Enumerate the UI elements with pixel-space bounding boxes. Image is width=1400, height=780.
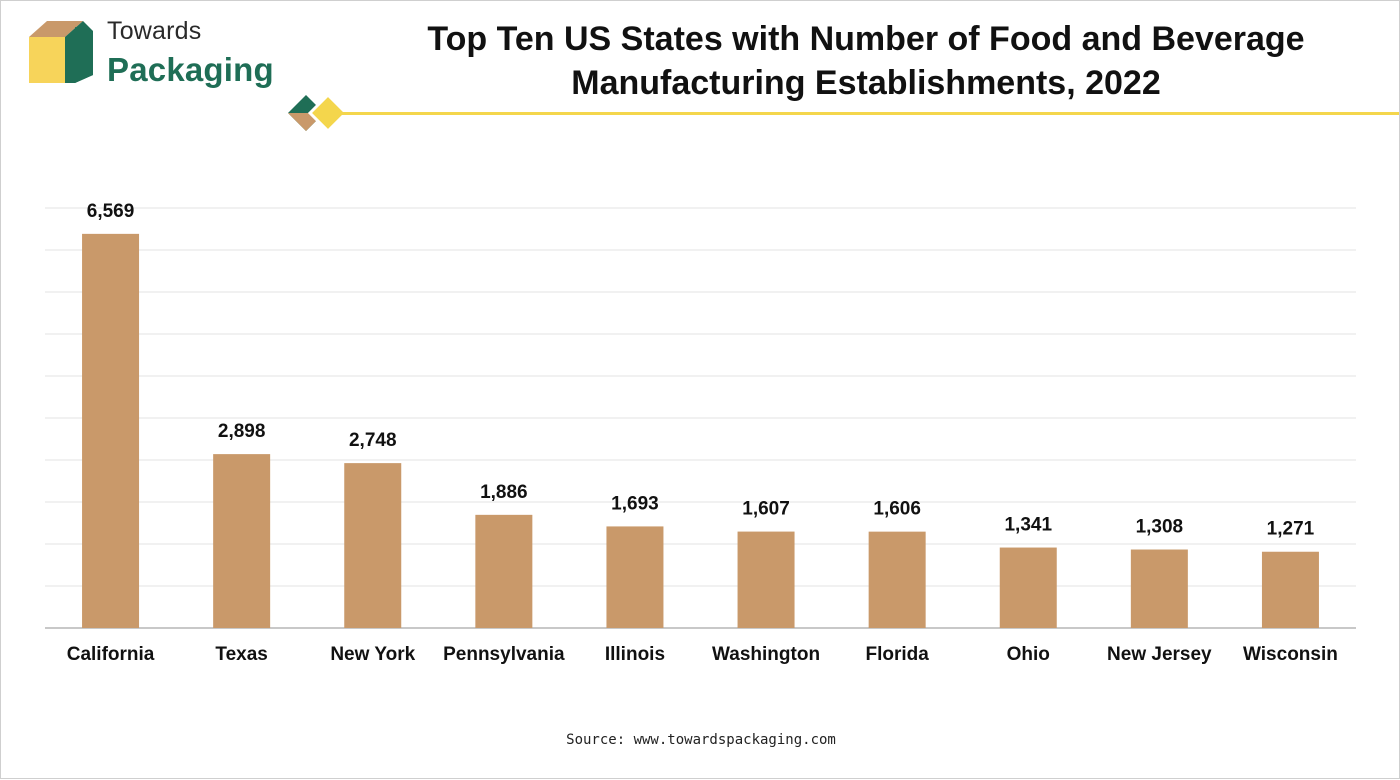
box-logo-icon [29, 21, 93, 83]
data-label: 6,569 [87, 201, 135, 222]
chart-title-line1: Top Ten US States with Number of Food an… [427, 20, 1305, 58]
x-tick-label: Wisconsin [1243, 644, 1338, 665]
brand-name-line1: Towards [107, 17, 202, 45]
data-label: 1,271 [1267, 519, 1315, 540]
diamond-divider-icon [288, 92, 349, 134]
x-tick-label: New Jersey [1107, 644, 1212, 665]
x-tick-label: Washington [712, 644, 820, 665]
data-label: 1,606 [873, 499, 921, 520]
bar-pennsylvania [475, 514, 533, 628]
data-label: 1,341 [1004, 515, 1052, 536]
bar-florida [868, 531, 926, 628]
bar-illinois [606, 526, 664, 628]
bar-california [82, 233, 140, 629]
x-tick-label: Texas [215, 644, 267, 665]
data-label: 1,308 [1136, 517, 1184, 538]
bar-texas [213, 454, 271, 628]
source-note: Source: www.towardspackaging.com [566, 732, 836, 748]
data-label: 1,886 [480, 482, 528, 503]
title-divider-line [331, 112, 1399, 115]
bar-new-york [344, 463, 402, 628]
chart-title: Top Ten US States with Number of Food an… [361, 17, 1371, 105]
x-tick-label: Illinois [605, 644, 665, 665]
x-tick-label: Pennsylvania [443, 644, 565, 665]
x-tick-label: Florida [865, 644, 929, 665]
bar-washington [737, 531, 795, 628]
data-label: 2,898 [218, 421, 266, 442]
bar-ohio [999, 547, 1057, 628]
brand-name-line2: Packaging [107, 51, 274, 88]
chart-title-line2: Manufacturing Establishments, 2022 [571, 64, 1161, 102]
x-tick-label: New York [330, 644, 415, 665]
x-tick-label: Ohio [1007, 644, 1050, 665]
data-label: 2,748 [349, 430, 397, 451]
brand-logo: Towards Packaging [23, 15, 283, 91]
x-tick-label: California [67, 644, 155, 665]
data-label: 1,693 [611, 493, 659, 514]
bar-wisconsin [1261, 551, 1319, 628]
data-label: 1,607 [742, 499, 790, 520]
bar-new-jersey [1130, 549, 1188, 628]
